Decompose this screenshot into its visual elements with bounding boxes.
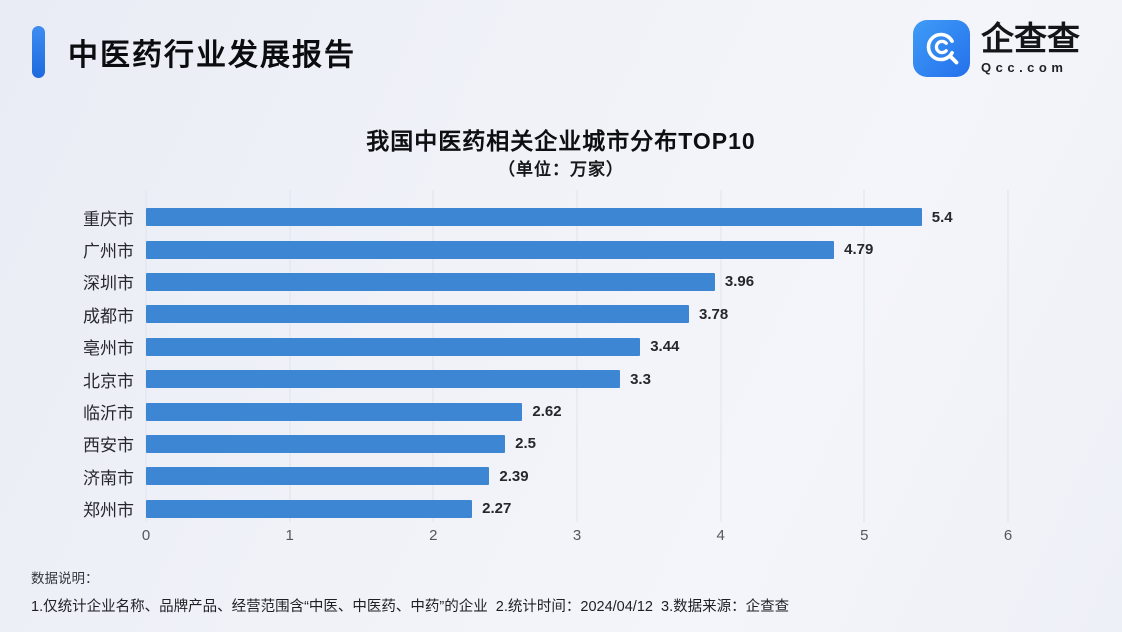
value-label: 3.78: [699, 305, 729, 323]
footer-label: 数据说明：: [31, 571, 99, 586]
gridline: [1007, 190, 1009, 522]
category-label: 成都市: [83, 306, 134, 326]
logo-text: 企查查 Qcc.com: [981, 22, 1080, 75]
category-label: 深圳市: [83, 274, 134, 294]
bar-track: 2.5: [146, 434, 1008, 453]
bar-row: 亳州市 3.44: [0, 331, 1030, 363]
bar-row: 郑州市 2.27: [0, 493, 1030, 525]
category-label: 广州市: [83, 242, 134, 262]
value-label: 2.5: [515, 435, 537, 453]
x-tick-label: 5: [860, 527, 869, 544]
category-label: 临沂市: [83, 404, 134, 424]
x-tick-label: 2: [429, 527, 438, 544]
magnifier-c-icon: [913, 20, 970, 77]
x-tick-label: 6: [1003, 527, 1013, 544]
chart-title: 我国中医药相关企业城市分布TOP10: [366, 128, 756, 154]
bar-row: 广州市 4.79: [0, 233, 1030, 265]
value-label: 2.27: [482, 500, 512, 518]
gridline: [720, 190, 722, 522]
bar: [146, 208, 922, 227]
value-label: 3.96: [724, 273, 755, 291]
value-label: 2.39: [499, 467, 529, 485]
bar-track: 2.62: [146, 402, 1008, 421]
bar: [146, 240, 835, 259]
bar: [146, 272, 715, 291]
x-tick-label: 3: [572, 527, 582, 544]
bar-row: 成都市 3.78: [0, 298, 1030, 330]
value-label: 5.4: [931, 208, 953, 226]
bar: [146, 402, 523, 421]
gridline: [145, 190, 147, 522]
bar-track: 3.44: [146, 337, 1008, 356]
bar: [146, 370, 621, 389]
bar-track: 4.79: [146, 240, 1008, 259]
category-label: 郑州市: [83, 501, 134, 521]
bar-row: 临沂市 2.62: [0, 395, 1030, 427]
category-label: 北京市: [83, 371, 134, 391]
report-title: 中医药行业发展报告: [68, 39, 356, 72]
x-tick-label: 0: [141, 527, 151, 544]
gridline: [289, 190, 291, 522]
bar: [146, 467, 490, 486]
bar-track: 5.4: [146, 208, 1008, 227]
bar: [146, 337, 641, 356]
category-label: 西安市: [83, 436, 134, 456]
bar-track: 3.3: [146, 370, 1008, 389]
gridline: [863, 190, 865, 522]
bar-row: 济南市 2.39: [0, 460, 1030, 492]
bar-row: 北京市 3.3: [0, 363, 1030, 395]
accent-bar: [32, 26, 45, 78]
logo-domain: Qcc.com: [981, 59, 1068, 75]
bar: [146, 499, 473, 518]
report-header: 中医药行业发展报告: [32, 26, 356, 78]
gridlines: [145, 190, 1009, 522]
bar-row: 西安市 2.5: [0, 428, 1030, 460]
bar-track: 2.27: [146, 499, 1008, 518]
bar-row: 重庆市 5.4: [0, 201, 1030, 233]
chart-subtitle: （单位：万家）: [498, 160, 624, 179]
bar-rows: 重庆市 5.4 广州市 4.79 深圳市 3.96 成都市 3.78 亳州市 3.44 北京市 3.3…: [0, 201, 1030, 525]
x-tick-label: 1: [285, 527, 294, 544]
gridline: [432, 190, 434, 522]
category-label: 亳州市: [83, 339, 134, 359]
bar: [146, 305, 690, 324]
x-tick-label: 4: [716, 527, 725, 544]
bar-track: 2.39: [146, 467, 1008, 486]
value-label: 2.62: [532, 403, 562, 421]
bar: [146, 434, 506, 453]
category-label: 济南市: [83, 468, 134, 488]
x-axis: 0 1 2 3 4 5 6: [142, 527, 1012, 547]
qcc-logo: 企查查 Qcc.com: [913, 20, 1080, 77]
value-label: 4.79: [844, 241, 874, 259]
bar-row: 深圳市 3.96: [0, 266, 1030, 298]
bar-track: 3.78: [146, 305, 1008, 324]
logo-brand: 企查查: [981, 20, 1080, 58]
value-label: 3.3: [630, 370, 651, 388]
footer-note: 1.仅统计企业名称、品牌产品、经营范围含“中医、中医药、中药”的企业 2.统计时…: [31, 599, 790, 615]
gridline: [576, 190, 578, 522]
bar-track: 3.96: [146, 272, 1008, 291]
value-label: 3.44: [650, 338, 680, 356]
category-label: 重庆市: [83, 209, 134, 229]
